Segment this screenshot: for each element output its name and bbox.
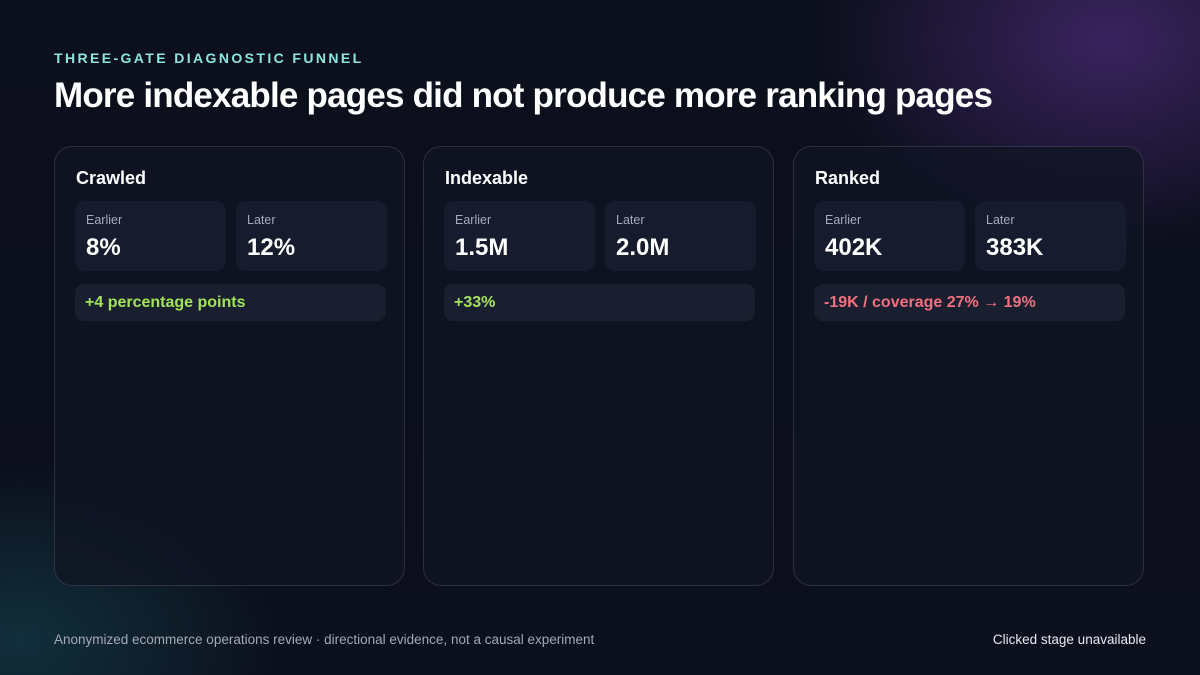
later-metric: Later 12% bbox=[236, 201, 387, 271]
earlier-metric: Earlier 8% bbox=[75, 201, 226, 271]
footer-status: Clicked stage unavailable bbox=[992, 632, 1146, 647]
delta-text: +4 percentage points bbox=[85, 294, 246, 311]
stage-title: Indexable bbox=[445, 168, 529, 188]
footer-note: Anonymized ecommerce operations review ·… bbox=[54, 632, 595, 647]
later-label: Later bbox=[247, 213, 276, 227]
later-label: Later bbox=[616, 213, 645, 227]
delta-text: +33% bbox=[454, 294, 496, 311]
stage-title: Crawled bbox=[76, 168, 147, 188]
earlier-label: Earlier bbox=[455, 213, 492, 227]
later-value: 2.0M bbox=[616, 234, 670, 261]
later-metric: Later 383K bbox=[975, 201, 1126, 271]
delta-badge: -19K / coverage 27% → 19% bbox=[814, 284, 1125, 321]
delta-text: -19K / coverage 27% → 19% bbox=[824, 294, 1036, 311]
earlier-label: Earlier bbox=[86, 213, 123, 227]
delta-badge: +4 percentage points bbox=[75, 284, 386, 321]
stage-card-crawled[interactable]: Crawled Earlier 8% Later 12% +4 percenta… bbox=[54, 146, 405, 586]
later-value: 12% bbox=[247, 234, 296, 261]
earlier-value: 402K bbox=[825, 234, 883, 261]
funnel-cards: Crawled Earlier 8% Later 12% +4 percenta… bbox=[54, 146, 1146, 588]
earlier-value: 8% bbox=[86, 234, 121, 261]
stage-title: Ranked bbox=[815, 168, 881, 188]
earlier-value: 1.5M bbox=[455, 234, 509, 261]
earlier-metric: Earlier 1.5M bbox=[444, 201, 595, 271]
stage-card-indexable[interactable]: Indexable Earlier 1.5M Later 2.0M +33% bbox=[423, 146, 774, 586]
earlier-label: Earlier bbox=[825, 213, 862, 227]
stage-card-ranked[interactable]: Ranked Earlier 402K Later 383K -19K / co… bbox=[793, 146, 1144, 586]
later-value: 383K bbox=[986, 234, 1044, 261]
earlier-metric: Earlier 402K bbox=[814, 201, 965, 271]
delta-badge: +33% bbox=[444, 284, 755, 321]
page-title: More indexable pages did not produce mor… bbox=[54, 76, 993, 115]
later-label: Later bbox=[986, 213, 1015, 227]
eyebrow-label: THREE-GATE DIAGNOSTIC FUNNEL bbox=[54, 50, 364, 66]
later-metric: Later 2.0M bbox=[605, 201, 756, 271]
